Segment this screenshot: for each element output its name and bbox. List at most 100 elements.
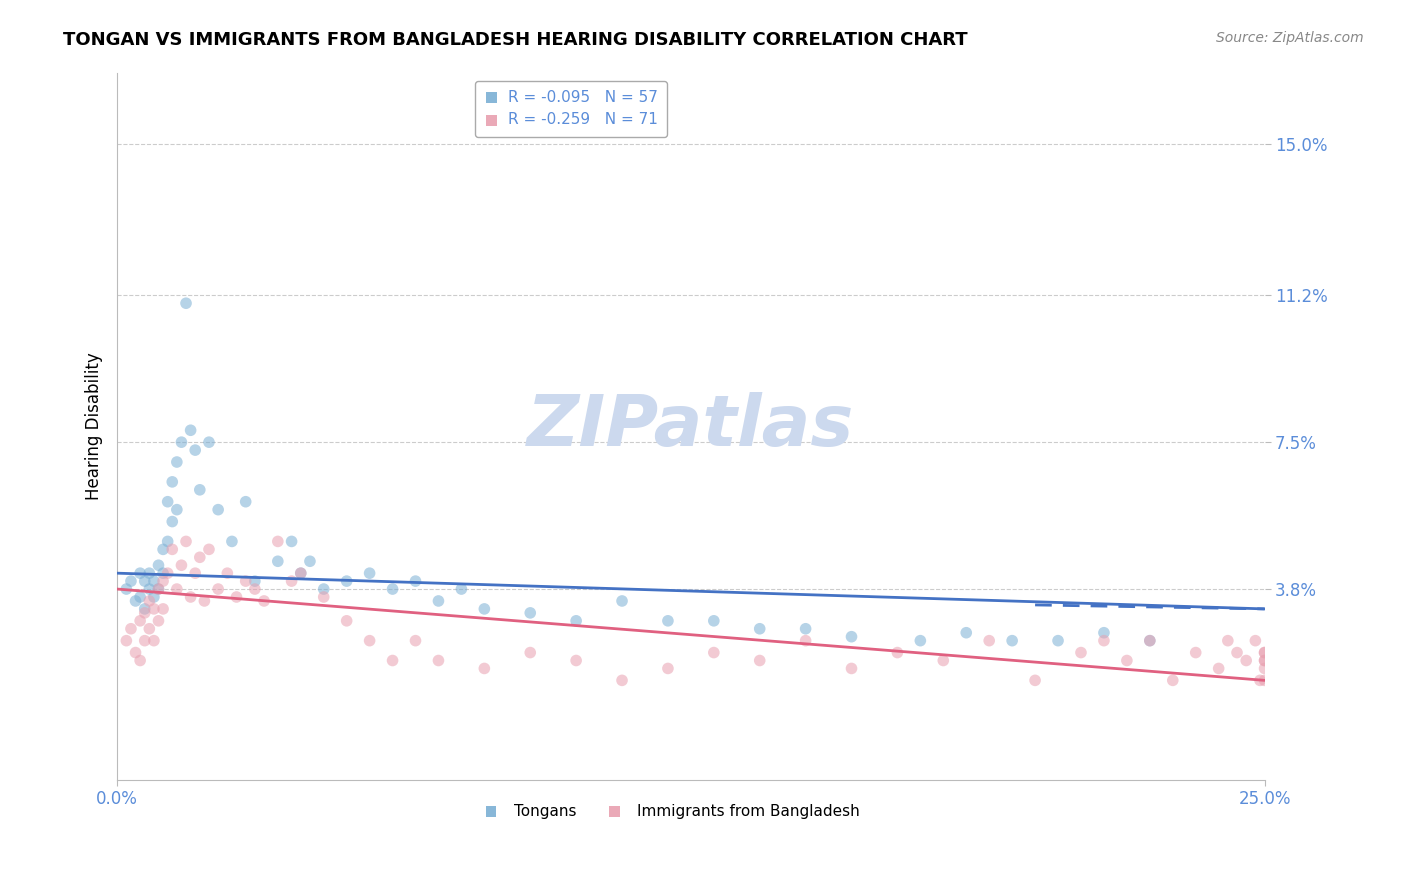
Point [138,566,160,581]
Point [405,633,427,648]
Point [1139,633,1161,648]
Point [932,653,955,667]
Point [152,542,174,557]
Point [519,646,541,660]
Point [134,602,156,616]
Point [217,566,239,581]
Point [156,566,179,581]
Point [703,646,725,660]
Point [472,661,495,675]
Point [198,435,221,450]
Point [253,594,276,608]
Point [1001,633,1024,648]
Point [472,602,495,616]
Point [290,566,312,581]
Point [657,614,679,628]
Point [886,646,908,660]
Point [267,554,290,568]
Point [138,582,160,596]
Point [427,594,450,608]
Point [381,653,404,667]
Point [280,534,302,549]
Point [1253,673,1275,688]
Point [450,582,472,596]
Point [1092,625,1115,640]
Point [1092,633,1115,648]
Point [1253,646,1275,660]
Point [148,582,170,596]
Point [1253,646,1275,660]
Point [170,435,193,450]
Point [1253,661,1275,675]
Point [142,574,165,588]
Point [290,566,312,581]
Point [174,296,197,310]
Point [156,534,179,549]
Point [142,590,165,604]
Point [1249,673,1271,688]
Point [1115,653,1137,667]
Point [138,622,160,636]
Point [243,582,266,596]
Point [180,423,202,437]
Point [152,566,174,581]
Point [235,494,257,508]
Point [1253,653,1275,667]
Point [134,606,156,620]
Point [405,574,427,588]
Point [298,554,321,568]
Text: Source: ZipAtlas.com: Source: ZipAtlas.com [1216,31,1364,45]
Point [703,614,725,628]
Point [225,590,247,604]
Point [142,602,165,616]
Point [565,614,588,628]
Point [359,566,381,581]
Point [519,606,541,620]
Point [1184,646,1206,660]
Point [1234,653,1257,667]
Point [180,590,202,604]
Point [184,443,207,458]
Point [184,566,207,581]
Point [193,594,215,608]
Point [381,582,404,596]
Point [148,582,170,596]
Point [115,633,138,648]
Point [207,582,229,596]
Point [166,582,188,596]
Point [142,633,165,648]
Point [162,542,184,557]
Point [124,646,146,660]
Point [198,542,221,557]
Point [120,574,142,588]
Point [170,558,193,573]
Point [162,515,184,529]
Point [207,502,229,516]
Point [312,582,335,596]
Point [280,574,302,588]
Point [979,633,1001,648]
Point [1253,653,1275,667]
Point [166,502,188,516]
Point [565,653,588,667]
Legend: Tongans, Immigrants from Bangladesh: Tongans, Immigrants from Bangladesh [470,797,866,825]
Point [359,633,381,648]
Point [148,614,170,628]
Point [138,594,160,608]
Point [610,673,633,688]
Point [188,550,211,565]
Point [129,566,152,581]
Point [336,574,359,588]
Point [134,633,156,648]
Point [794,633,817,648]
Point [166,455,188,469]
Point [1216,633,1239,648]
Point [1161,673,1184,688]
Point [148,558,170,573]
Point [794,622,817,636]
Point [152,574,174,588]
Text: TONGAN VS IMMIGRANTS FROM BANGLADESH HEARING DISABILITY CORRELATION CHART: TONGAN VS IMMIGRANTS FROM BANGLADESH HEA… [63,31,967,49]
Point [610,594,633,608]
Point [748,653,770,667]
Point [1139,633,1161,648]
